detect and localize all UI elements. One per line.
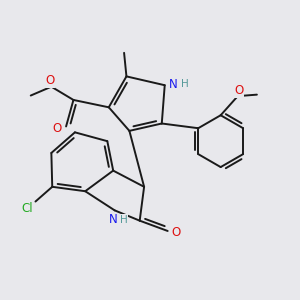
Text: Cl: Cl	[21, 202, 33, 215]
Text: H: H	[120, 215, 128, 225]
Text: O: O	[45, 74, 55, 87]
Text: N: N	[109, 213, 118, 226]
Text: O: O	[52, 122, 62, 135]
Text: O: O	[235, 84, 244, 97]
Text: N: N	[169, 78, 177, 91]
Text: H: H	[182, 79, 189, 89]
Text: O: O	[171, 226, 181, 239]
